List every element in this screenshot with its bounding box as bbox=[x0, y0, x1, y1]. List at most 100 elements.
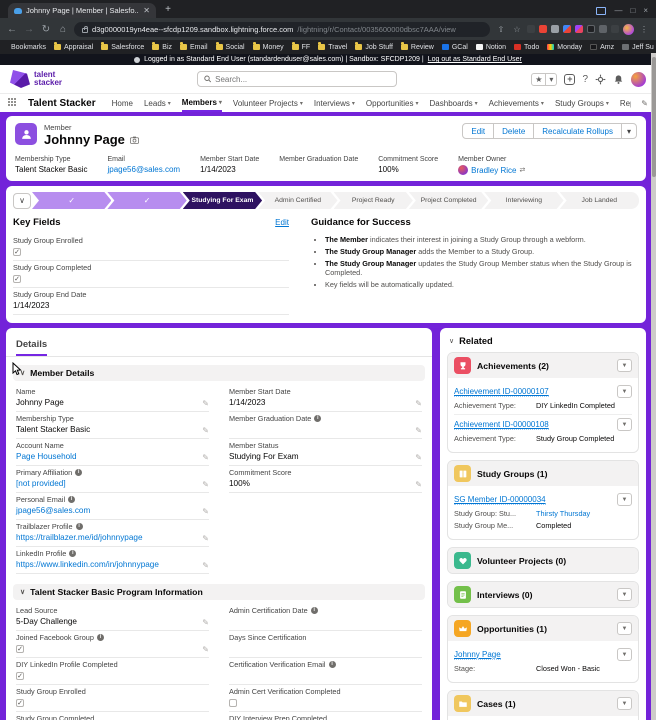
path-stage[interactable]: Studying For Exam bbox=[183, 192, 262, 209]
info-icon[interactable]: i bbox=[310, 607, 318, 614]
field-value[interactable]: 100% bbox=[229, 479, 250, 488]
key-fields-edit-link[interactable]: Edit bbox=[275, 218, 289, 227]
info-icon[interactable]: i bbox=[314, 415, 322, 422]
bookmark-item[interactable]: Job Stuff bbox=[355, 42, 393, 51]
app-launcher-icon[interactable] bbox=[8, 98, 18, 108]
path-stage[interactable]: Project Ready bbox=[334, 192, 413, 209]
nav-edit-pencil-icon[interactable]: ✎ bbox=[641, 98, 648, 108]
row-menu-button[interactable]: ▼ bbox=[617, 648, 632, 661]
path-stage[interactable]: Job Landed bbox=[559, 192, 639, 209]
extension-icon[interactable] bbox=[527, 25, 535, 33]
chevron-down-icon[interactable]: ▾ bbox=[540, 100, 544, 107]
delete-button[interactable]: Delete bbox=[493, 123, 535, 139]
field-value[interactable]: https://www.linkedin.com/in/johnnypage bbox=[16, 560, 159, 569]
edit-pencil-icon[interactable]: ✎ bbox=[202, 398, 209, 408]
nav-item[interactable]: Leads ▾ bbox=[143, 98, 171, 108]
chevron-down-icon[interactable]: ▾ bbox=[167, 100, 171, 107]
info-icon[interactable]: i bbox=[69, 550, 77, 557]
checkbox[interactable] bbox=[16, 699, 24, 707]
change-owner-icon[interactable]: ⇄ bbox=[519, 167, 526, 174]
info-icon[interactable]: i bbox=[75, 469, 83, 476]
chevron-down-icon[interactable]: ▾ bbox=[299, 100, 303, 107]
edit-pencil-icon[interactable]: ✎ bbox=[202, 560, 209, 570]
opportunities-title[interactable]: Opportunities (1) bbox=[477, 623, 547, 634]
highlight-field-value[interactable]: Bradley Rice bbox=[471, 165, 517, 175]
info-icon[interactable]: i bbox=[68, 496, 76, 503]
nav-item[interactable]: Opportunities ▾ bbox=[365, 98, 419, 108]
bookmark-item[interactable]: Bookmarks bbox=[11, 43, 47, 51]
chevron-down-icon[interactable]: ▾ bbox=[474, 100, 478, 107]
extension-icon[interactable] bbox=[587, 25, 595, 33]
bookmark-item[interactable]: FF bbox=[291, 42, 310, 51]
edit-pencil-icon[interactable]: ✎ bbox=[202, 644, 209, 654]
bookmark-item[interactable]: GCal bbox=[441, 44, 468, 51]
extensions-puzzle-icon[interactable] bbox=[599, 25, 607, 33]
chevron-down-icon[interactable]: ▾ bbox=[351, 100, 355, 107]
window-maximize-button[interactable]: □ bbox=[630, 6, 636, 15]
bookmark-item[interactable]: Notion bbox=[475, 44, 506, 51]
nav-item[interactable]: Interviews ▾ bbox=[313, 98, 355, 108]
study-groups-title[interactable]: Study Groups (1) bbox=[477, 468, 548, 479]
screen-share-icon[interactable] bbox=[596, 6, 607, 15]
edit-pencil-icon[interactable]: ✎ bbox=[415, 479, 422, 489]
achievements-menu-button[interactable]: ▼ bbox=[617, 359, 632, 372]
extension-icon[interactable] bbox=[551, 25, 559, 33]
edit-pencil-icon[interactable]: ✎ bbox=[415, 398, 422, 408]
extension-icon[interactable] bbox=[539, 25, 547, 33]
chevron-down-icon[interactable]: ▾ bbox=[415, 100, 419, 107]
field-value[interactable]: 1/14/2023 bbox=[229, 398, 266, 407]
edit-pencil-icon[interactable]: ✎ bbox=[202, 506, 209, 516]
interviews-title[interactable]: Interviews (0) bbox=[477, 589, 533, 600]
favorites-button[interactable]: ★ ▾ bbox=[531, 72, 558, 86]
window-minimize-button[interactable]: — bbox=[614, 6, 623, 15]
page-scrollbar[interactable] bbox=[651, 53, 656, 720]
info-icon[interactable]: i bbox=[75, 523, 83, 530]
back-icon[interactable]: ← bbox=[7, 23, 17, 35]
edit-pencil-icon[interactable]: ✎ bbox=[202, 425, 209, 435]
field-value[interactable]: https://trailblazer.me/id/johnnypage bbox=[16, 533, 143, 542]
tab-details[interactable]: Details bbox=[16, 339, 48, 356]
user-avatar[interactable] bbox=[631, 71, 646, 87]
bookmark-item[interactable]: Jeff Su bbox=[622, 44, 654, 51]
interviews-menu-button[interactable]: ▼ bbox=[617, 588, 632, 601]
forward-icon[interactable]: → bbox=[24, 23, 34, 35]
field-value[interactable]: Johnny Page bbox=[16, 398, 64, 407]
global-actions-icon[interactable]: + bbox=[564, 73, 576, 85]
help-icon[interactable]: ? bbox=[582, 73, 588, 85]
browser-profile-avatar[interactable] bbox=[623, 23, 634, 35]
bookmark-item[interactable]: Biz bbox=[152, 42, 172, 51]
search-input[interactable] bbox=[215, 74, 390, 84]
window-close-button[interactable]: × bbox=[643, 6, 648, 15]
checkbox[interactable] bbox=[16, 672, 24, 680]
global-search[interactable] bbox=[196, 71, 397, 87]
path-stage[interactable]: Admin Certified bbox=[258, 192, 337, 209]
bookmark-item[interactable]: Email bbox=[180, 42, 208, 51]
field-value[interactable]: 5-Day Challenge bbox=[16, 617, 77, 626]
path-collapse-button[interactable]: ∨ bbox=[13, 192, 31, 209]
logout-link[interactable]: Log out as Standard End User bbox=[427, 56, 522, 63]
highlight-field-value[interactable]: jpage56@sales.com bbox=[107, 165, 181, 174]
nav-item[interactable]: Volunteer Projects ▾ bbox=[232, 98, 303, 108]
highlight-field-value[interactable]: 1/14/2023 bbox=[200, 165, 236, 174]
info-icon[interactable]: i bbox=[328, 661, 336, 668]
path-stage[interactable]: Project Completed bbox=[409, 192, 488, 209]
nav-item[interactable]: Home bbox=[111, 98, 133, 108]
browser-tab[interactable]: Johnny Page | Member | Salesfo... ✕ bbox=[8, 3, 156, 18]
chevron-down-icon[interactable]: ▾ bbox=[605, 100, 609, 107]
edit-pencil-icon[interactable]: ✎ bbox=[415, 425, 422, 435]
bookmark-item[interactable]: Review bbox=[400, 42, 434, 51]
edit-pencil-icon[interactable]: ✎ bbox=[415, 452, 422, 462]
nav-item[interactable]: Dashboards ▾ bbox=[429, 98, 478, 108]
setup-gear-icon[interactable] bbox=[595, 74, 606, 85]
edit-button[interactable]: Edit bbox=[462, 123, 495, 139]
row-menu-button[interactable]: ▼ bbox=[617, 493, 632, 506]
browser-menu-icon[interactable]: ⋮ bbox=[640, 24, 648, 34]
row-menu-button[interactable]: ▼ bbox=[617, 385, 632, 398]
nav-item[interactable]: Reports ▾ bbox=[619, 98, 631, 108]
field-value[interactable]: Page Household bbox=[16, 452, 77, 461]
nav-item[interactable]: Achievements ▾ bbox=[488, 98, 544, 108]
achievements-title[interactable]: Achievements (2) bbox=[477, 360, 549, 371]
refresh-icon[interactable]: ↻ bbox=[41, 23, 51, 35]
bookmark-item[interactable]: Appraisal bbox=[54, 42, 93, 51]
section-member-details[interactable]: ∨ Member Details bbox=[13, 365, 425, 381]
